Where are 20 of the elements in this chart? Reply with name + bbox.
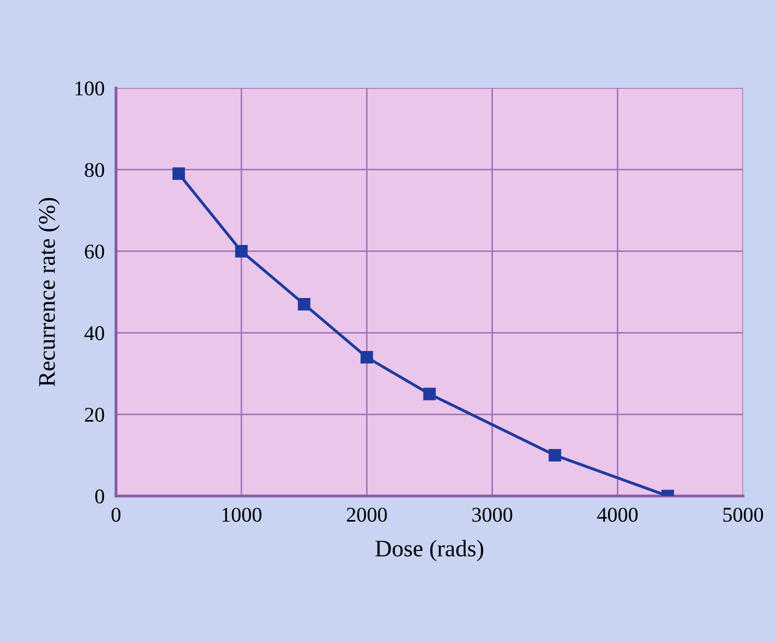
point xyxy=(423,388,436,400)
y-axis-title: Recurrence rate (%) xyxy=(38,198,60,386)
point xyxy=(298,298,310,310)
x-axis-title: Dose (rads) xyxy=(375,540,484,562)
x-tick-label: 1000 xyxy=(222,508,262,522)
point xyxy=(235,244,248,258)
x-tick-label: 0 xyxy=(112,508,120,522)
x-tick-label: 3000 xyxy=(472,508,512,522)
x-tick-label: 4000 xyxy=(597,508,638,522)
y-tick-label: 0 xyxy=(95,489,104,504)
y-tick-label: 60 xyxy=(84,244,104,259)
point xyxy=(360,351,374,364)
y-tick-label: 80 xyxy=(84,162,104,178)
point xyxy=(172,167,185,180)
x-tick-label: 5000 xyxy=(723,508,764,522)
y-tick-label: 20 xyxy=(84,408,104,422)
x-tick-label: 2000 xyxy=(346,508,387,522)
y-tick-label: 100 xyxy=(75,81,104,96)
point xyxy=(548,448,562,462)
y-tick-label: 40 xyxy=(84,326,104,340)
